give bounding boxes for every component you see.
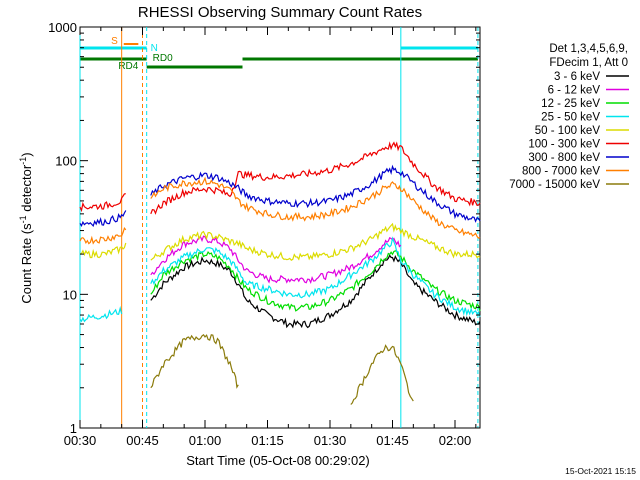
flag-label-n: N [151, 43, 158, 54]
y-axis-label-mid: detector [19, 164, 34, 215]
x-tick-label-4: 01:30 [314, 433, 347, 448]
legend-header-line-2: FDecim 1, Att 0 [549, 57, 628, 69]
chart-title: RHESSI Observing Summary Count Rates [138, 4, 422, 21]
series-line-3-seg-0 [79, 305, 123, 323]
plot-area: 00:30 00:45 01:00 01:15 01:30 01:45 02:00 1 10 10… [48, 20, 481, 448]
flag-label-s: S [111, 36, 118, 47]
legend-entry-4: 50 - 100 keV [535, 125, 601, 137]
series-line-4-seg-0 [79, 242, 127, 259]
y-axis-label-main: Count Rate (s [19, 223, 34, 304]
series-line-5-seg-1 [150, 141, 481, 215]
flag-label-rd0: RD0 [153, 53, 173, 64]
legend-entry-5: 100 - 300 keV [528, 139, 600, 151]
y-axis-label-sup2: -1 [18, 157, 28, 165]
axes-layer: 00:30 00:45 01:00 01:15 01:30 01:45 02:00 1 10 10… [48, 20, 480, 448]
series-line-3-seg-1 [150, 236, 481, 317]
legend-header-line-1: Det 1,3,4,5,6,9, [549, 43, 628, 55]
y-tick-label-2: 100 [55, 154, 77, 169]
legend-entry-3: 25 - 50 keV [541, 112, 600, 124]
y-tick-label-1: 10 [63, 287, 77, 302]
legend-entry-0: 3 - 6 keV [554, 71, 600, 83]
flag-label-rd4: RD4 [118, 61, 138, 72]
x-tick-label-0: 00:30 [64, 433, 97, 448]
legend-entry-1: 6 - 12 keV [548, 85, 601, 97]
legend-entry-2: 12 - 25 keV [541, 98, 600, 110]
x-tick-label-1: 00:45 [126, 433, 159, 448]
x-tick-label-5: 01:45 [376, 433, 409, 448]
y-axis-label-sup1: -1 [18, 215, 28, 223]
legend-entry-6: 300 - 800 keV [528, 152, 600, 164]
legend-entry-7: 800 - 7000 keV [522, 166, 600, 178]
x-tick-label-2: 01:00 [189, 433, 222, 448]
y-tick-label-0: 1 [70, 421, 77, 436]
series-layer [79, 141, 481, 405]
series-line-6-seg-0 [79, 210, 127, 228]
y-axis-label-end: ) [19, 152, 34, 156]
x-axis-label: Start Time (05-Oct-08 00:29:02) [186, 453, 370, 468]
series-line-0-seg-0 [150, 254, 481, 329]
series-line-8-seg-1 [350, 344, 414, 405]
series-line-7-seg-0 [79, 226, 127, 245]
series-line-1-seg-0 [150, 235, 402, 285]
series-line-8-seg-0 [150, 333, 239, 389]
plot-frame [79, 26, 481, 429]
vertical-markers [79, 27, 479, 428]
series-line-4-seg-1 [150, 222, 481, 261]
y-axis-label: Count Rate (s-1 detector-1) [18, 152, 34, 303]
series-line-6-seg-1 [150, 164, 481, 223]
series-line-2-seg-0 [150, 250, 481, 312]
series-line-5-seg-0 [79, 193, 126, 213]
x-tick-label-6: 02:00 [439, 433, 472, 448]
series-line-7-seg-1 [150, 176, 481, 239]
legend: Det 1,3,4,5,6,9, FDecim 1, Att 0 3 - 6 k… [509, 43, 629, 191]
y-tick-label-3: 1000 [48, 20, 77, 35]
timestamp: 15-Oct-2021 15:15 [565, 466, 636, 476]
legend-entry-8: 7000 - 15000 keV [509, 179, 600, 191]
x-tick-label-3: 01:15 [251, 433, 284, 448]
